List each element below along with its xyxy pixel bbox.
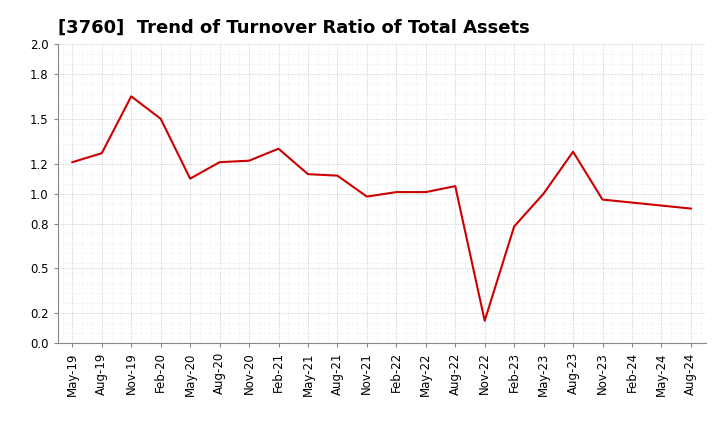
Text: [3760]  Trend of Turnover Ratio of Total Assets: [3760] Trend of Turnover Ratio of Total …: [58, 19, 529, 37]
